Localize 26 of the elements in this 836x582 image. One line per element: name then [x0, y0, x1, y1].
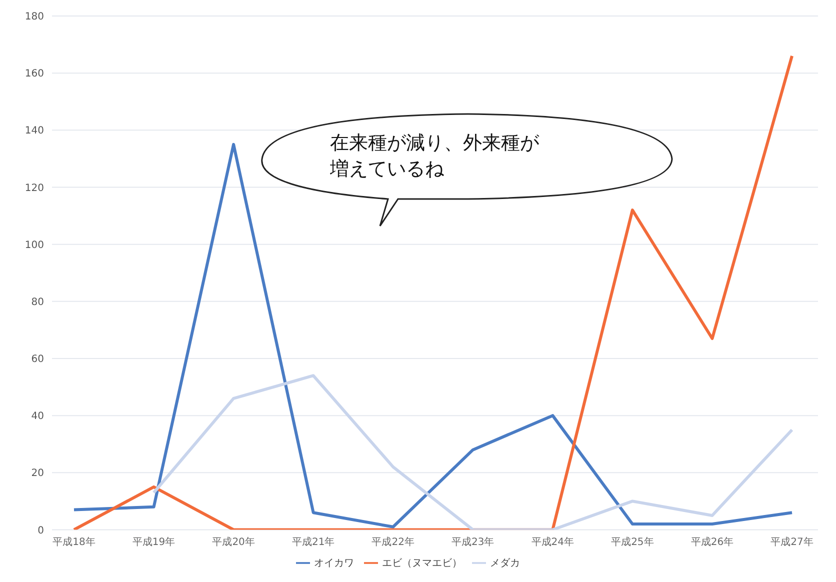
y-tick-label: 140: [24, 126, 44, 137]
x-tick-label: 平成26年: [690, 536, 734, 548]
y-tick-label: 80: [31, 296, 44, 308]
x-tick-label: 平成22年: [372, 536, 414, 548]
x-tick-label: 平成23年: [452, 536, 494, 548]
y-tick-label: 40: [31, 411, 44, 422]
y-tick-label: 120: [24, 182, 44, 194]
y-tick-label: 180: [24, 12, 44, 23]
legend-label: オイカワ: [314, 558, 354, 569]
x-tick-label: 平成24年: [531, 536, 574, 548]
y-tick-label: 0: [38, 525, 44, 536]
y-tick-label: 20: [31, 468, 44, 480]
x-tick-label: 平成27年: [770, 536, 814, 548]
x-tick-label: 平成25年: [611, 536, 654, 548]
x-tick-label: 平成18年: [52, 536, 96, 548]
y-tick-label: 60: [31, 354, 44, 366]
legend-label: メダカ: [490, 558, 520, 569]
line-series: [152, 374, 794, 530]
x-tick-label: 平成21年: [292, 536, 335, 548]
annotation: 在来種が減り、外来種が増えているね: [330, 131, 540, 182]
x-tick-label: 平成20年: [212, 536, 255, 548]
legend-label: エビ（ヌマエビ）: [382, 558, 462, 569]
x-tick-label: 平成19年: [132, 536, 176, 548]
line-series: [72, 54, 794, 530]
y-tick-label: 160: [24, 68, 44, 80]
y-tick-label: 100: [24, 240, 44, 251]
